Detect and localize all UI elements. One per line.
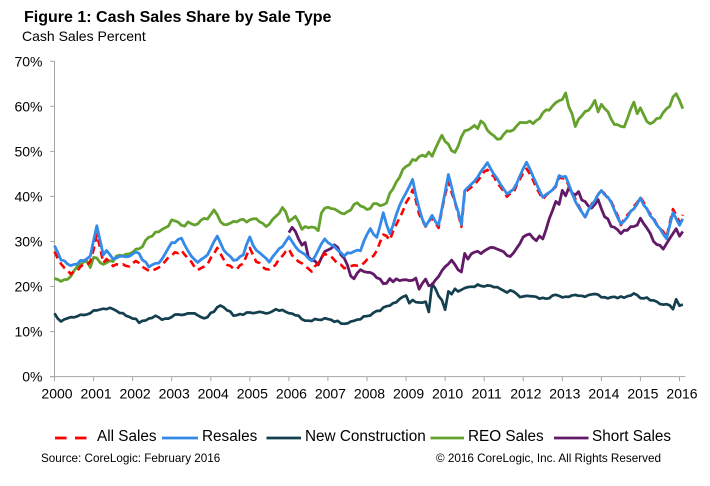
svg-text:0%: 0% xyxy=(22,369,42,385)
svg-text:10%: 10% xyxy=(14,324,42,340)
svg-text:2003: 2003 xyxy=(159,386,190,402)
svg-text:2002: 2002 xyxy=(120,386,151,402)
svg-text:2005: 2005 xyxy=(237,386,268,402)
svg-text:2004: 2004 xyxy=(198,386,229,402)
svg-text:20%: 20% xyxy=(14,279,42,295)
svg-text:60%: 60% xyxy=(14,98,42,114)
svg-text:70%: 70% xyxy=(14,53,42,69)
svg-text:2008: 2008 xyxy=(354,386,385,402)
svg-text:2000: 2000 xyxy=(41,386,72,402)
svg-text:2006: 2006 xyxy=(276,386,307,402)
svg-text:2012: 2012 xyxy=(510,386,541,402)
svg-text:2001: 2001 xyxy=(81,386,112,402)
svg-text:2013: 2013 xyxy=(549,386,580,402)
svg-text:2009: 2009 xyxy=(393,386,424,402)
svg-text:2016: 2016 xyxy=(666,386,697,402)
svg-text:2015: 2015 xyxy=(627,386,658,402)
svg-text:2007: 2007 xyxy=(315,386,346,402)
svg-text:2010: 2010 xyxy=(432,386,463,402)
svg-text:2014: 2014 xyxy=(588,386,619,402)
svg-text:2011: 2011 xyxy=(472,386,502,402)
svg-text:30%: 30% xyxy=(14,234,42,250)
svg-text:40%: 40% xyxy=(14,189,42,205)
svg-text:50%: 50% xyxy=(14,144,42,160)
